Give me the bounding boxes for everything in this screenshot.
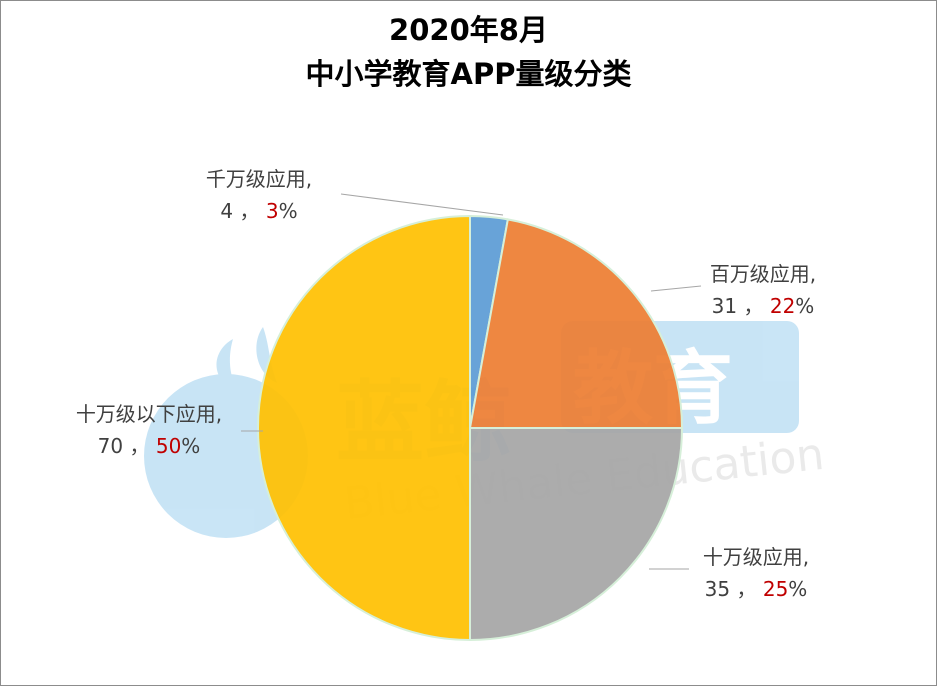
pie-slice	[257, 214, 471, 642]
slice-percent: 3	[266, 199, 279, 223]
leader-line	[340, 193, 504, 216]
chart-title-line1: 2020年8月	[389, 13, 548, 47]
slice-value-label: 70 ， 50%	[98, 434, 201, 458]
slice-name-label: 十万级以下应用,	[76, 402, 222, 426]
chart-title-line2: 中小学教育APP量级分类	[305, 57, 632, 91]
slice-percent: 22	[770, 294, 795, 318]
slice-value-label: 4 ， 3%	[220, 199, 297, 223]
pie-slice	[469, 427, 684, 642]
leader-line	[650, 285, 702, 292]
slice-value-label: 35 ， 25%	[705, 577, 808, 601]
slice-percent: 25	[763, 577, 788, 601]
pie-slice	[468, 218, 684, 429]
slice-name-label: 十万级应用,	[703, 545, 809, 569]
slice-value-label: 31 ， 22%	[712, 294, 815, 318]
slice-name-label: 百万级应用,	[710, 262, 816, 286]
slice-percent: 50	[156, 434, 181, 458]
slice-name-label: 千万级应用,	[206, 167, 312, 191]
